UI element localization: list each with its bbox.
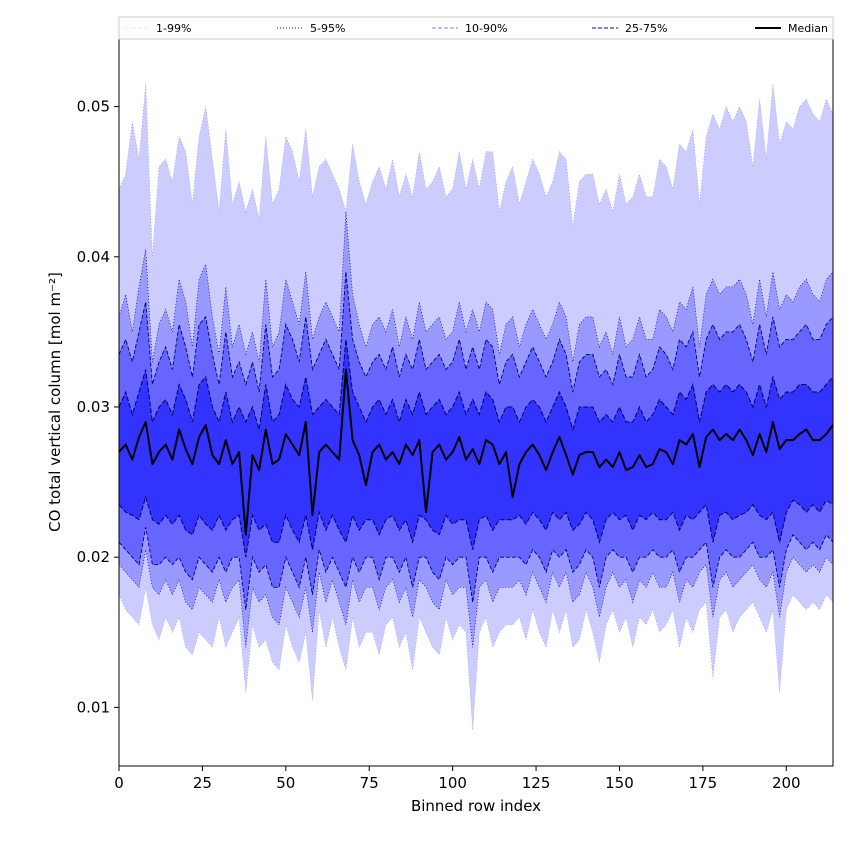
legend: 1-99% 5-95% 10-90% 25-75% Median	[118, 16, 834, 40]
median-line-group	[118, 368, 834, 536]
band-25-75--lower-edge	[118, 495, 834, 558]
band-10-90--lower-edge	[118, 527, 834, 610]
x-tick-label: 125	[522, 774, 551, 792]
x-axis-label: Binned row index	[411, 797, 541, 815]
band-25-75--upper-edge	[118, 339, 834, 432]
y-tick-label: 0.03	[77, 398, 110, 416]
band-5-95--upper-edge	[118, 211, 834, 362]
x-tick-label: 50	[276, 774, 295, 792]
y-tick-label: 0.05	[77, 98, 110, 116]
legend-label-5-95-: 5-95%	[310, 22, 345, 35]
band-25-75-	[119, 339, 833, 558]
band-10-90--upper-edge	[118, 271, 834, 393]
legend-label-median: Median	[788, 22, 828, 35]
band-5-95--lower-edge	[118, 549, 834, 648]
legend-label-10-90-: 10-90%	[465, 22, 507, 35]
x-axis: 0 25 50 75 100 125 150 175 200	[114, 766, 801, 792]
band-1-99--upper-edge	[118, 84, 834, 257]
y-tick-label: 0.02	[77, 548, 110, 566]
legend-label-1-99-: 1-99%	[156, 22, 191, 35]
x-tick-label: 0	[114, 774, 124, 792]
percentile-band-edges	[118, 84, 834, 731]
y-tick-label: 0.01	[77, 698, 110, 716]
y-axis: 0.01 0.02 0.03 0.04 0.05	[77, 98, 119, 716]
y-axis-label: CO total vertical column [mol m⁻²]	[46, 272, 64, 532]
legend-box	[118, 16, 834, 40]
x-tick-label: 150	[605, 774, 634, 792]
x-tick-label: 175	[689, 774, 718, 792]
x-tick-label: 25	[193, 774, 212, 792]
legend-label-25-75-: 25-75%	[625, 22, 667, 35]
y-tick-label: 0.04	[77, 248, 110, 266]
x-tick-label: 200	[772, 774, 801, 792]
x-tick-label: 75	[360, 774, 379, 792]
median-line	[118, 368, 834, 536]
x-tick-label: 100	[438, 774, 467, 792]
